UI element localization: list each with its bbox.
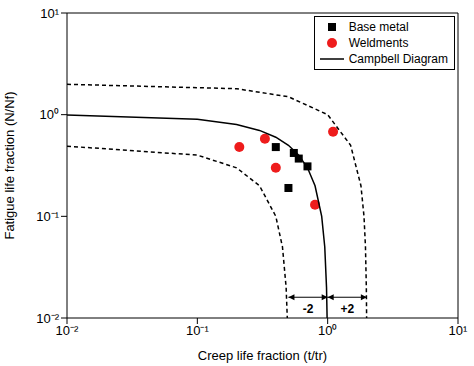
html-text:Base metal: Base metal: [348, 20, 409, 34]
svg-text:Fatigue life fraction (N/Nf): Fatigue life fraction (N/Nf): [8, 91, 17, 239]
svg-text:+2: +2: [340, 302, 354, 316]
svg-text:10⁻²: 10⁻²: [56, 323, 79, 338]
html-text:Weldments: Weldments: [348, 36, 409, 50]
svg-text:10¹: 10¹: [449, 323, 466, 338]
svg-text:10⁻¹: 10⁻¹: [186, 323, 209, 338]
svg-text:10⁻²: 10⁻²: [36, 311, 59, 326]
svg-text:10⁰: 10⁰: [318, 323, 337, 338]
svg-text:-2: -2: [303, 302, 314, 316]
html-text:Campbell Diagram: Campbell Diagram: [348, 52, 448, 66]
svg-text:Creep life fraction (t/tr): Creep life fraction (t/tr): [198, 348, 327, 363]
svg-text:10⁰: 10⁰: [40, 107, 59, 122]
svg-text:10¹: 10¹: [40, 6, 59, 21]
svg-text:10⁻¹: 10⁻¹: [36, 209, 59, 224]
